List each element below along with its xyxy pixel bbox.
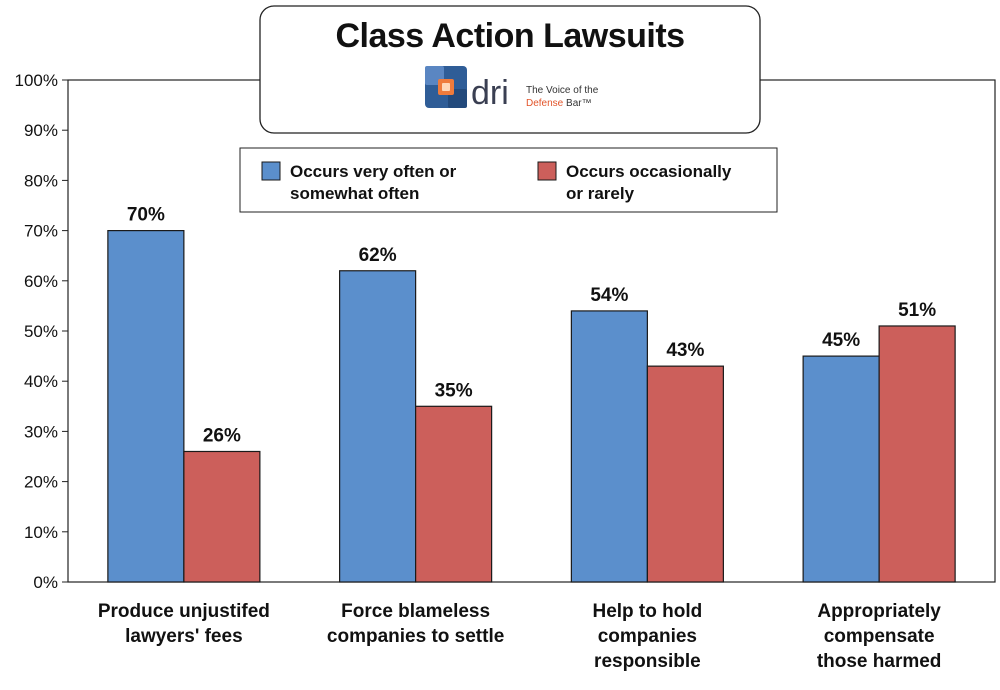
data-label: 45% [822, 330, 860, 351]
bar [646, 365, 724, 583]
y-axis: 0% 10% 20% 30% 40% 50% 60% 70% 80% 90% 100% [15, 71, 68, 592]
y-tick-label: 50% [24, 322, 58, 341]
y-tick-label: 30% [24, 422, 58, 441]
data-label: 26% [203, 425, 241, 446]
tagline-rest: Bar™ [563, 98, 591, 109]
logo-word: dri [471, 74, 509, 112]
bars [107, 230, 956, 583]
bar [339, 270, 417, 583]
tagline-line1: The Voice of the [526, 85, 599, 96]
y-tick-label: 20% [24, 473, 58, 492]
legend-label: Occurs occasionally or rarely [566, 162, 732, 203]
bar [183, 450, 261, 583]
tagline-line2: Defense Bar™ [526, 98, 592, 109]
data-label: 35% [435, 380, 473, 401]
bar [802, 355, 880, 583]
y-tick-label: 40% [24, 372, 58, 391]
title-box: Class Action Lawsuits dri The Voice of t… [259, 5, 761, 134]
y-tick-label: 70% [24, 222, 58, 241]
legend-label: Occurs very often or somewhat often [290, 162, 457, 203]
data-label: 62% [359, 245, 397, 266]
data-label: 70% [127, 205, 165, 226]
y-tick-label: 80% [24, 171, 58, 190]
y-tick-label: 60% [24, 272, 58, 291]
category-label: Appropriately compensate those harmed [817, 601, 942, 672]
chart-title: Class Action Lawsuits [335, 17, 684, 55]
data-label: 51% [898, 300, 936, 321]
bar [415, 405, 493, 583]
legend: Occurs very often or somewhat often Occurs… [239, 147, 778, 213]
data-label: 54% [590, 285, 628, 306]
legend-swatch [537, 161, 557, 181]
dri-logo-icon [425, 66, 467, 108]
y-tick-label: 90% [24, 121, 58, 140]
category-label: Help to hold companies responsible [592, 601, 702, 672]
x-axis: Produce unjustifed lawyers' fees Force bla… [98, 601, 942, 672]
bar [570, 310, 648, 583]
category-label: Force blameless companies to settle [327, 601, 504, 647]
legend-swatch [261, 161, 281, 181]
y-tick-label: 10% [24, 523, 58, 542]
y-tick-label: 0% [33, 573, 58, 592]
data-label: 43% [666, 340, 704, 361]
bar [878, 325, 956, 583]
tagline-accent: Defense [526, 98, 564, 109]
bar [107, 230, 185, 583]
y-tick-label: 100% [15, 71, 58, 90]
category-label: Produce unjustifed lawyers' fees [98, 601, 270, 647]
data-labels: 70% 62% 54% 45% 26% 35% 43% 51% [127, 205, 936, 447]
